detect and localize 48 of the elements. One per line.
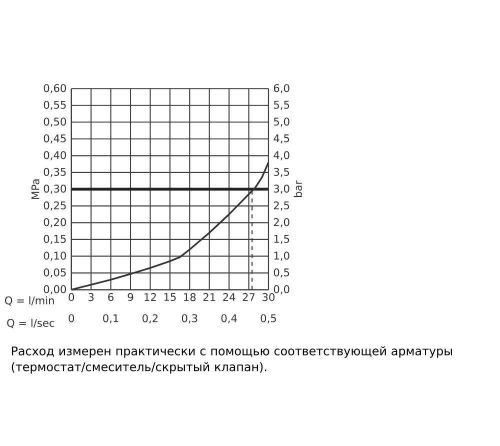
y-tick-label: 0,35 — [44, 168, 66, 177]
y2-axis-title: bar — [294, 180, 302, 197]
text: Расход измерен практически с помощью соответствующей арматуры (термостат/смеситель/скрытый клапан). — [12, 346, 452, 374]
y-tick-label: 0,20 — [44, 218, 66, 227]
x2-tick-label: 0,3 — [182, 314, 198, 324]
x-tick-label: 6 — [108, 292, 114, 301]
y2-tick-label: 0,5 — [274, 268, 290, 278]
y-tick-label: 0,30 — [44, 184, 66, 194]
y2-tick-label: 0,0 — [274, 284, 290, 294]
x2-tick-label: 0,2 — [142, 314, 158, 324]
x-tick-label: 27 — [242, 292, 255, 301]
y2-tick-label: 2,0 — [274, 218, 290, 227]
y2-tick-label: 4,5 — [274, 134, 290, 144]
y-tick-label: 0,15 — [44, 234, 66, 244]
x-tick-label: 9 — [128, 292, 134, 301]
y2-tick-label: 5,5 — [274, 100, 290, 110]
y2-tick-label: 3,5 — [274, 168, 290, 177]
y-tick-label: 0,25 — [44, 201, 66, 210]
y-tick-label: 0,10 — [44, 251, 66, 261]
y-tick-label: 0,45 — [44, 134, 66, 144]
x2-axis-title: Q = l/sec — [7, 318, 54, 328]
y2-tick-label: 1,0 — [274, 251, 290, 261]
y2-tick-label: 2,5 — [274, 201, 290, 210]
y-axis-title: MPa — [31, 179, 40, 199]
x-tick-label: 0 — [68, 292, 74, 301]
y-tick-label: 0,05 — [44, 268, 66, 278]
y2-tick-label: 6,0 — [274, 84, 290, 93]
y2-tick-label: 5,0 — [274, 117, 290, 126]
x2-tick-label: 0,5 — [260, 314, 276, 324]
x-tick-label: 3 — [88, 292, 94, 301]
x-tick-label: 18 — [184, 292, 196, 301]
y-tick-label: 0,60 — [44, 84, 66, 93]
x-tick-label: 21 — [203, 292, 216, 301]
x2-tick-label: 0,1 — [103, 314, 118, 324]
x2-tick-label: 0 — [68, 314, 74, 322]
x-axis-title: Q = l/min — [5, 296, 54, 306]
x2-tick-label: 0,4 — [221, 314, 237, 324]
y-tick-label: 0,55 — [44, 100, 66, 110]
y-tick-label: 0,40 — [44, 150, 66, 160]
x-tick-label: 12 — [144, 292, 156, 301]
y2-tick-label: 3,0 — [274, 184, 290, 194]
x-tick-label: 15 — [164, 292, 176, 301]
y2-tick-label: 1,5 — [274, 234, 290, 244]
y-tick-label: 0,50 — [44, 117, 66, 126]
y-tick-label: 0,00 — [44, 284, 66, 294]
y2-tick-label: 4,0 — [274, 150, 290, 160]
x-tick-label: 30 — [262, 292, 275, 301]
x-tick-label: 24 — [223, 292, 236, 301]
